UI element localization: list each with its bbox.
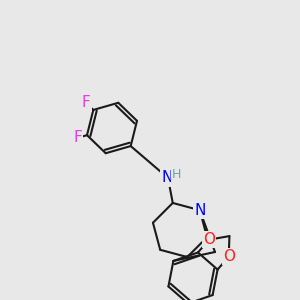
- Text: F: F: [82, 95, 91, 110]
- Text: N: N: [194, 203, 206, 218]
- Text: H: H: [171, 169, 181, 182]
- Text: N: N: [161, 170, 173, 185]
- Text: O: O: [223, 249, 235, 264]
- Text: O: O: [203, 232, 215, 247]
- Text: F: F: [73, 130, 82, 146]
